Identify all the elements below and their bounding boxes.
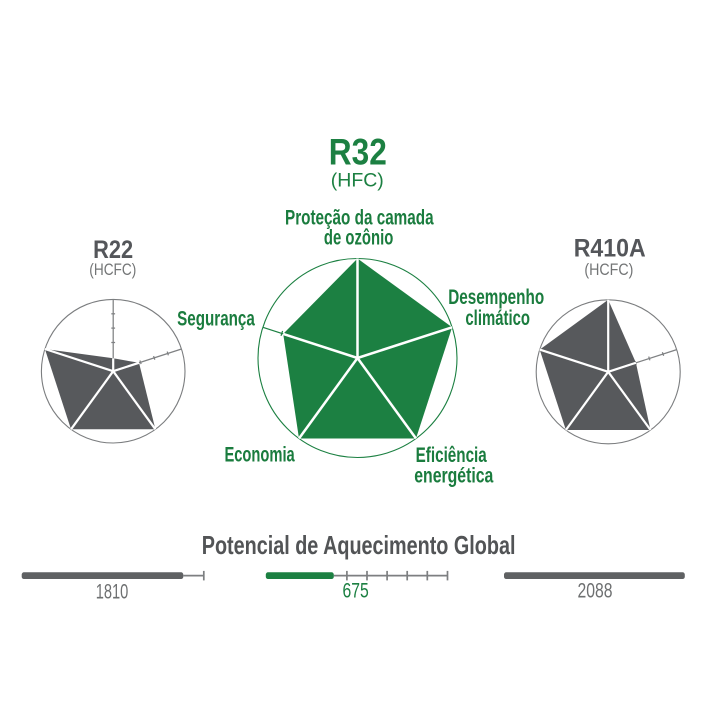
svg-text:R32: R32	[329, 131, 387, 172]
svg-text:2088: 2088	[578, 580, 613, 603]
svg-text:(HFC): (HFC)	[331, 171, 384, 192]
svg-text:energética: energética	[414, 465, 493, 488]
svg-text:1810: 1810	[96, 580, 129, 603]
svg-text:R22: R22	[93, 236, 133, 264]
svg-text:Potencial de Aquecimento Globa: Potencial de Aquecimento Global	[202, 530, 516, 560]
svg-text:Proteção da camada: Proteção da camada	[285, 206, 434, 229]
svg-text:R410A: R410A	[574, 235, 646, 263]
svg-text:Segurança: Segurança	[177, 307, 255, 330]
svg-text:(HCFC): (HCFC)	[89, 261, 136, 279]
svg-text:Economia: Economia	[224, 444, 295, 467]
svg-text:675: 675	[342, 580, 368, 603]
svg-text:(HCFC): (HCFC)	[584, 261, 633, 279]
svg-text:climático: climático	[465, 307, 530, 330]
svg-text:Desempenho: Desempenho	[448, 286, 544, 309]
svg-text:Eficiência: Eficiência	[416, 444, 487, 467]
svg-text:de ozônio: de ozônio	[324, 226, 393, 249]
